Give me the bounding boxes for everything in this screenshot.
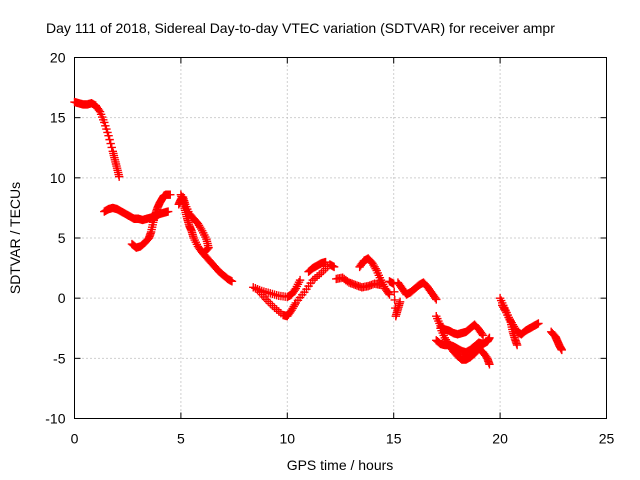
data-point — [534, 319, 543, 328]
data-series-seg-5 — [174, 192, 213, 257]
data-point — [106, 139, 115, 148]
data-series-seg-15 — [432, 333, 494, 357]
x-tick-label: 25 — [599, 431, 615, 447]
data-point — [227, 277, 237, 286]
data-series-seg-11 — [393, 278, 441, 304]
data-series-seg-10 — [355, 254, 394, 299]
data-point — [295, 275, 305, 285]
data-point — [201, 247, 210, 256]
data-series-seg-9 — [332, 273, 386, 292]
data-point — [512, 340, 522, 350]
data-point — [389, 279, 398, 288]
y-tick-label: 20 — [50, 50, 66, 66]
y-tick-label: 0 — [58, 290, 66, 306]
data-point — [321, 257, 330, 267]
data-point — [390, 287, 399, 297]
data-point — [485, 360, 494, 369]
data-point — [114, 172, 124, 181]
data-series-seg-17 — [498, 301, 522, 350]
data-point — [385, 290, 394, 299]
data-series-seg-1 — [70, 97, 124, 181]
data-point — [329, 262, 339, 272]
y-tick-label: 5 — [58, 230, 66, 246]
y-tick-label: 10 — [50, 170, 66, 186]
data-point — [107, 143, 116, 152]
data-series-seg-16 — [495, 293, 543, 339]
data-point — [166, 190, 175, 199]
data-point — [94, 105, 104, 115]
data-series-seg-3 — [127, 190, 175, 252]
x-tick-label: 10 — [280, 431, 296, 447]
data-point — [557, 345, 567, 355]
data-point — [102, 124, 111, 134]
data-series-seg-7 — [253, 260, 339, 321]
data-point — [163, 207, 173, 216]
y-axis-label: SDTVAR / TECUs — [7, 182, 23, 294]
data-point — [200, 248, 209, 257]
data-point — [103, 128, 112, 137]
y-tick-label: 15 — [50, 110, 66, 126]
data-point — [384, 288, 393, 298]
x-tick-label: 15 — [386, 431, 402, 447]
data-point — [477, 329, 487, 339]
x-tick-label: 20 — [492, 431, 508, 447]
data-point — [100, 118, 109, 127]
data-points — [70, 97, 567, 369]
data-series-seg-8 — [304, 257, 330, 276]
chart-title: Day 111 of 2018, Sidereal Day-to-day VTE… — [46, 20, 555, 36]
grid-lines — [74, 57, 607, 419]
data-point — [432, 295, 441, 304]
data-point — [105, 135, 114, 144]
data-point — [430, 293, 440, 303]
x-tick-label: 0 — [71, 431, 79, 447]
y-tick-label: -5 — [53, 350, 66, 366]
data-point — [478, 331, 488, 340]
data-point — [485, 333, 494, 343]
data-series-seg-12 — [385, 277, 405, 321]
y-tick-label: -10 — [45, 411, 65, 427]
axis-ticks: 0 5 10 15 20 25 -10 -5 0 5 10 15 20 — [45, 50, 614, 447]
data-series-seg-6 — [249, 275, 305, 302]
data-point — [390, 295, 399, 305]
data-point — [395, 297, 405, 306]
data-point — [101, 121, 110, 130]
data-series-seg-18 — [546, 327, 567, 355]
x-tick-label: 5 — [177, 431, 185, 447]
data-point — [104, 131, 113, 140]
x-axis-label: GPS time / hours — [287, 457, 394, 473]
